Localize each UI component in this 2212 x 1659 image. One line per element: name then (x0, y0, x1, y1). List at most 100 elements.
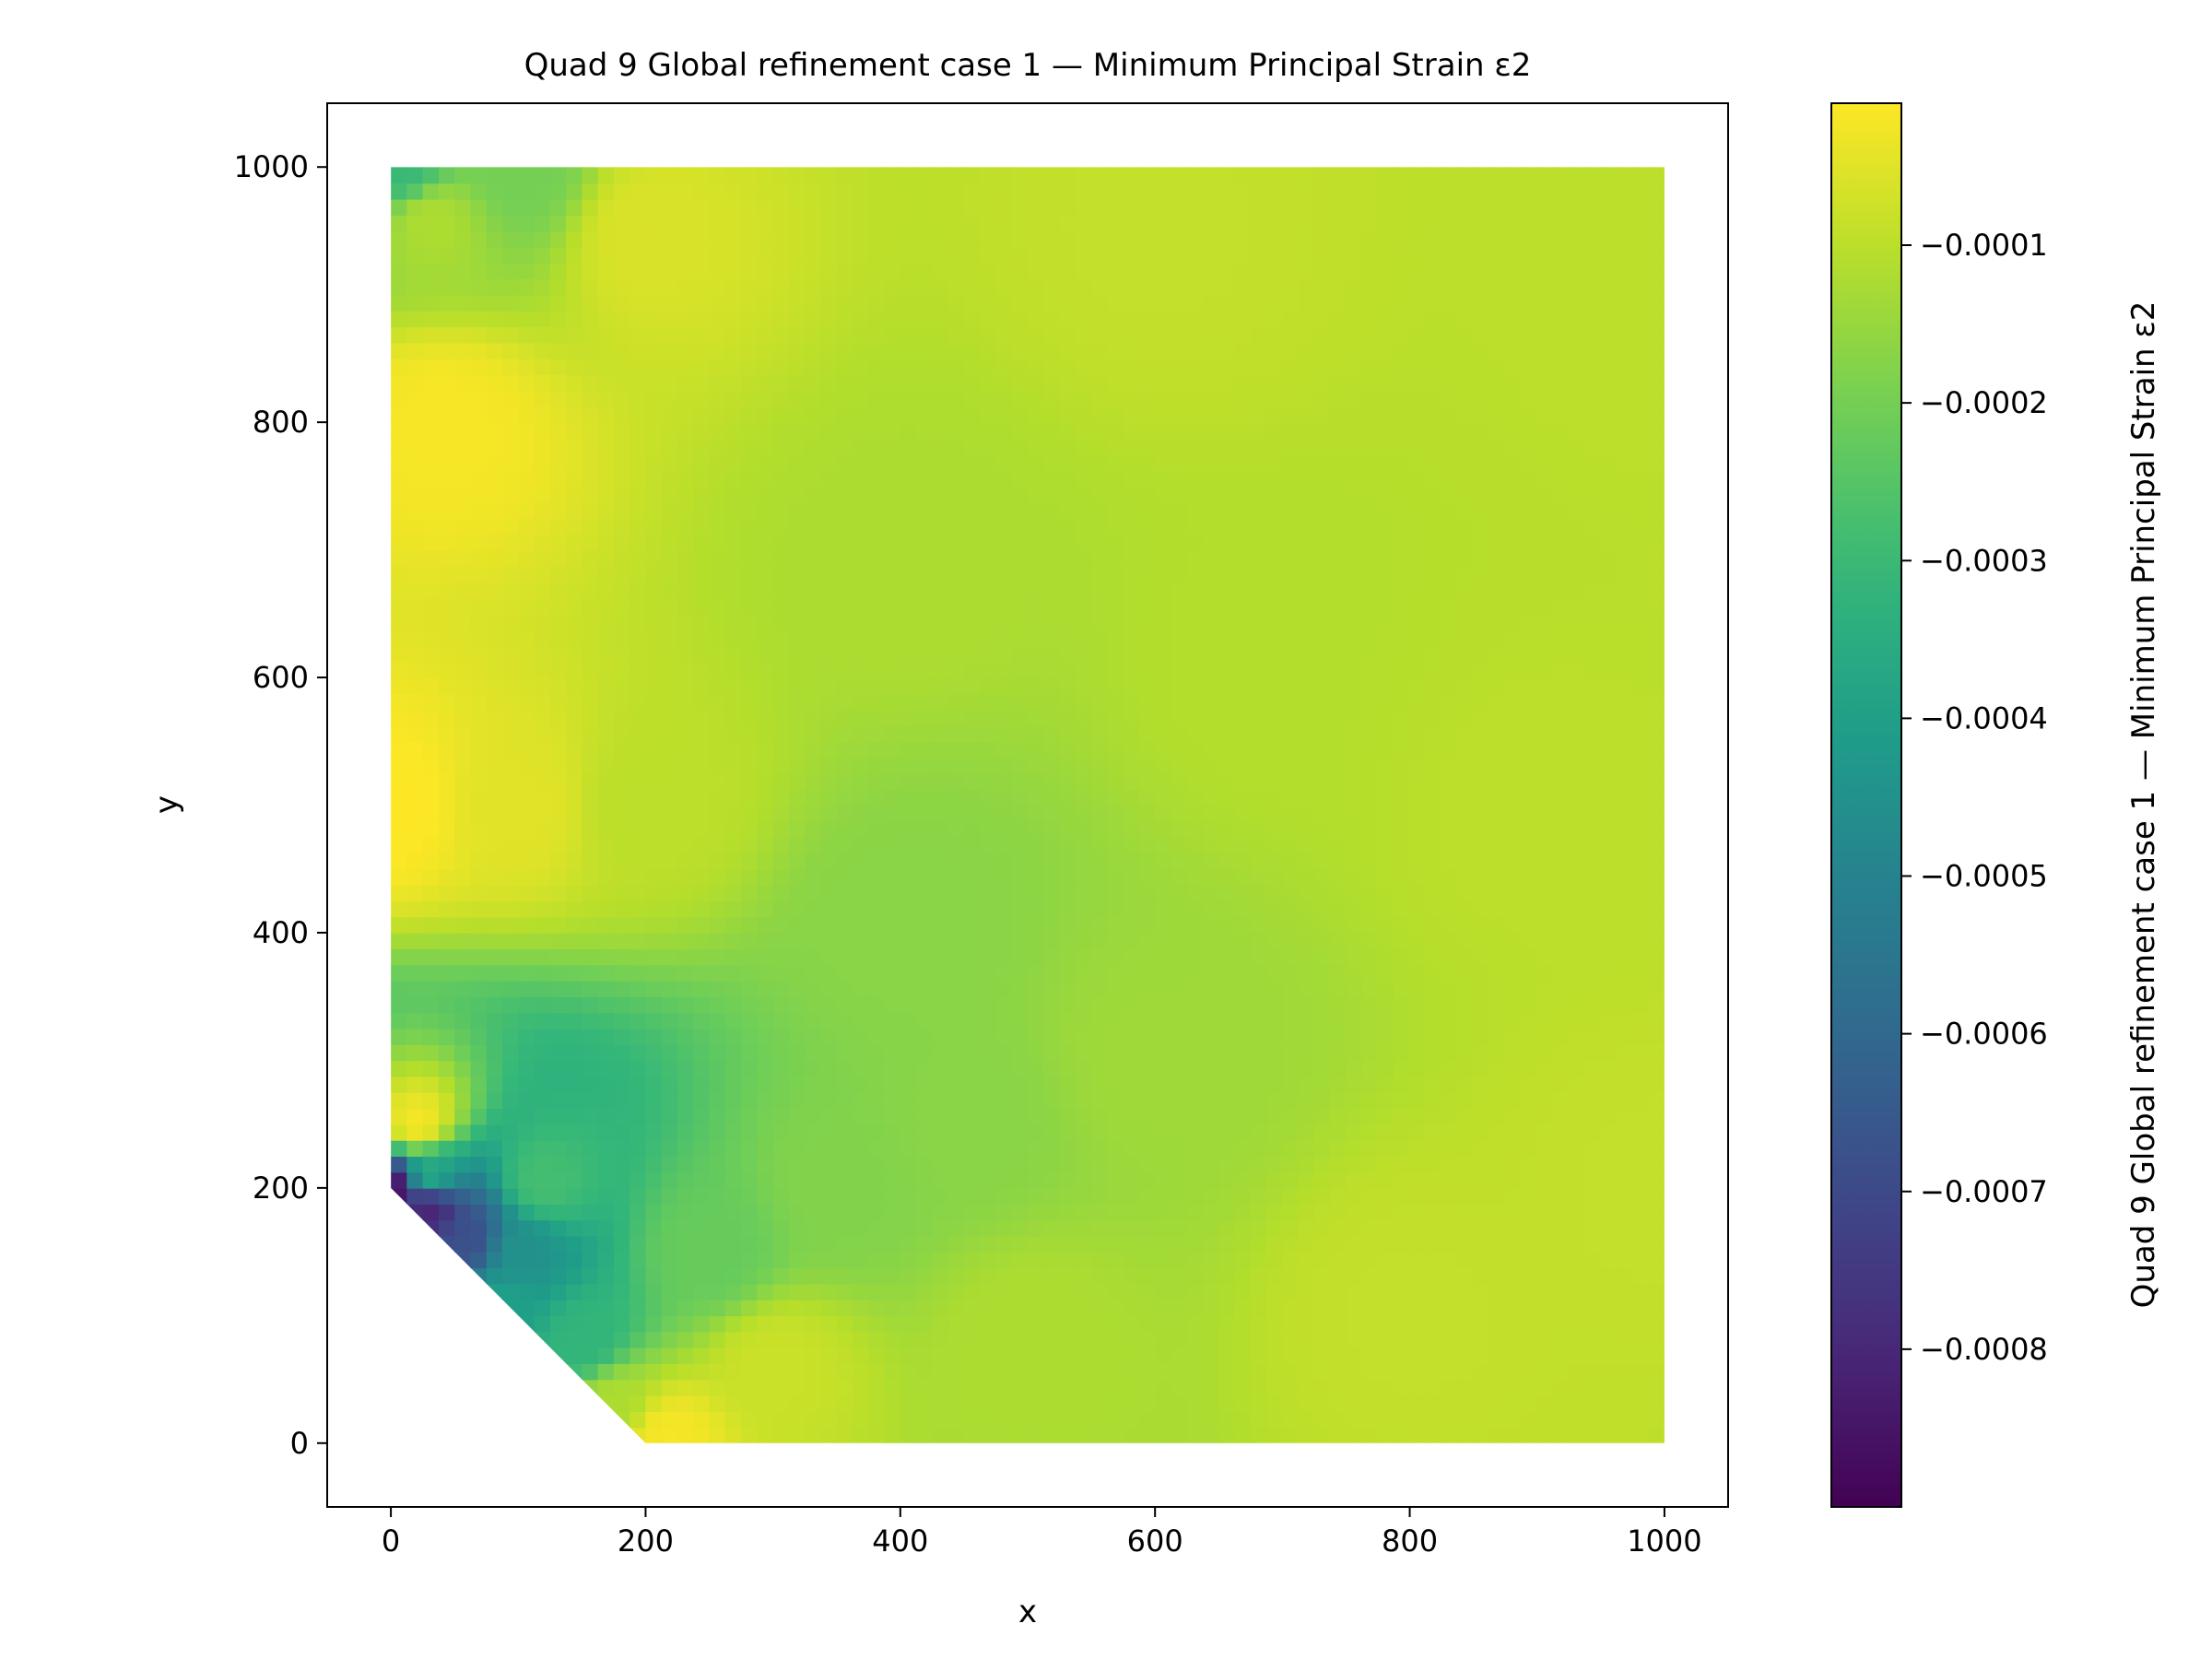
strain-cell (995, 1187, 1013, 1205)
strain-cell (486, 294, 503, 312)
strain-cell (613, 1060, 630, 1077)
strain-cell (486, 757, 503, 774)
strain-cell (1107, 1076, 1124, 1093)
strain-cell (947, 230, 965, 248)
strain-cell (1361, 374, 1379, 392)
strain-cell (900, 661, 917, 678)
strain-cell (1171, 358, 1188, 376)
strain-cell (836, 980, 853, 997)
strain-cell (1378, 885, 1395, 902)
strain-cell (1155, 374, 1172, 392)
strain-cell (995, 772, 1013, 790)
strain-cell (454, 1411, 472, 1429)
strain-cell (677, 1156, 695, 1173)
strain-cell (391, 1187, 408, 1205)
strain-cell (995, 534, 1013, 551)
strain-cell (613, 1283, 630, 1300)
strain-cell (805, 932, 822, 950)
strain-cell (709, 837, 726, 854)
strain-cell (1011, 1204, 1029, 1221)
strain-cell (677, 198, 695, 216)
strain-cell (916, 1108, 934, 1125)
strain-cell (613, 486, 630, 503)
strain-cell (995, 1267, 1013, 1285)
strain-cell (995, 1108, 1013, 1125)
strain-cell (1250, 597, 1267, 615)
strain-cell (868, 517, 886, 535)
strain-cell (1266, 741, 1284, 759)
strain-cell (613, 772, 630, 790)
strain-cell (805, 1139, 822, 1158)
strain-cell (1075, 1219, 1092, 1237)
strain-cell (1059, 1235, 1077, 1253)
strain-cell (995, 453, 1013, 471)
strain-cell (1091, 582, 1109, 599)
strain-cell (868, 182, 886, 200)
strain-cell (1075, 278, 1092, 296)
strain-cell (470, 1204, 488, 1221)
strain-cell (1313, 470, 1331, 488)
strain-cell (693, 741, 711, 759)
strain-cell (900, 885, 917, 902)
strain-cell (1298, 964, 1315, 982)
strain-cell (1218, 1315, 1236, 1333)
strain-cell (1171, 1283, 1188, 1300)
strain-cell (438, 805, 455, 822)
strain-cell (1059, 724, 1077, 743)
strain-cell (1361, 868, 1379, 886)
strain-cell (963, 1156, 981, 1173)
strain-cell (916, 263, 934, 280)
strain-cell (1346, 358, 1363, 376)
strain-cell (518, 1092, 535, 1110)
strain-cell (853, 964, 870, 982)
strain-cell (677, 326, 695, 344)
strain-cell (853, 486, 870, 503)
strain-cell (1250, 1252, 1267, 1269)
strain-cell (916, 1028, 934, 1045)
strain-cell (470, 486, 488, 503)
strain-cell (1282, 182, 1300, 200)
strain-cell (1313, 1076, 1331, 1093)
strain-cell (932, 613, 949, 630)
strain-cell (788, 853, 806, 870)
strain-cell (1091, 438, 1109, 455)
strain-cell (1171, 517, 1188, 535)
strain-cell (1011, 263, 1029, 280)
strain-cell (900, 1204, 917, 1221)
strain-cell (884, 868, 901, 886)
strain-cell (1171, 772, 1188, 790)
strain-cell (1011, 820, 1029, 838)
strain-cell (1059, 709, 1077, 726)
strain-cell (1361, 167, 1379, 184)
strain-cell (1028, 820, 1045, 838)
strain-cell (900, 645, 917, 663)
strain-cell (788, 470, 806, 488)
strain-cell (724, 1267, 742, 1285)
strain-cell (1123, 1347, 1140, 1365)
strain-cell (853, 996, 870, 1014)
strain-cell (1298, 1092, 1315, 1110)
strain-cell (788, 549, 806, 567)
strain-cell (1361, 964, 1379, 982)
strain-cell (566, 1124, 583, 1141)
strain-cell (613, 1092, 630, 1110)
strain-cell (677, 964, 695, 982)
strain-cell (836, 885, 853, 902)
strain-cell (820, 1300, 838, 1317)
strain-cell (1282, 358, 1300, 376)
strain-cell (900, 789, 917, 806)
strain-cell (947, 517, 965, 535)
strain-cell (1218, 1347, 1236, 1365)
strain-cell (1250, 772, 1267, 790)
strain-cell (884, 1028, 901, 1045)
strain-cell (884, 470, 901, 488)
strain-cell (900, 565, 917, 583)
strain-cell (1203, 885, 1220, 902)
strain-cell (1234, 565, 1252, 583)
strain-cell (438, 406, 455, 423)
strain-cell (1218, 948, 1236, 966)
strain-cell (820, 645, 838, 663)
strain-cell (1313, 996, 1331, 1014)
strain-cell (582, 198, 599, 216)
strain-cell (613, 597, 630, 615)
